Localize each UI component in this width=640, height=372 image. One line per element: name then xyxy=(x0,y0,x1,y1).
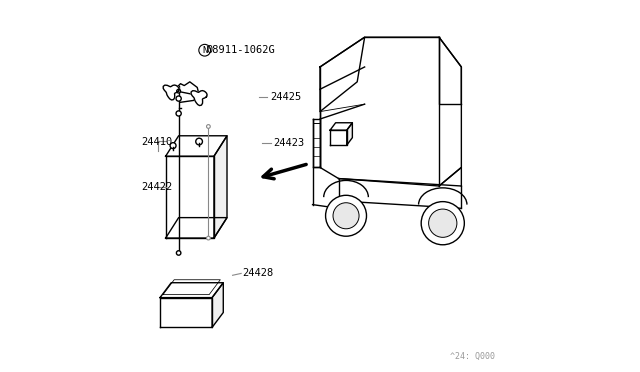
Polygon shape xyxy=(212,283,223,327)
Text: 24425: 24425 xyxy=(270,93,301,102)
Text: 24422: 24422 xyxy=(141,182,173,192)
Circle shape xyxy=(176,111,181,116)
Polygon shape xyxy=(166,156,214,238)
Circle shape xyxy=(207,236,211,240)
Polygon shape xyxy=(320,37,365,112)
Circle shape xyxy=(326,195,367,236)
Text: 24410: 24410 xyxy=(141,137,173,147)
Polygon shape xyxy=(191,91,207,106)
Circle shape xyxy=(421,202,465,245)
Circle shape xyxy=(176,96,181,101)
Circle shape xyxy=(196,138,202,145)
Polygon shape xyxy=(160,298,212,327)
Text: 24428: 24428 xyxy=(242,269,273,278)
Polygon shape xyxy=(160,283,223,298)
Text: N: N xyxy=(202,46,207,55)
Circle shape xyxy=(170,143,176,149)
Polygon shape xyxy=(330,130,347,145)
Text: 24423: 24423 xyxy=(273,138,305,148)
Polygon shape xyxy=(347,123,353,145)
Polygon shape xyxy=(312,119,320,167)
Circle shape xyxy=(429,209,457,237)
Polygon shape xyxy=(330,123,353,130)
Polygon shape xyxy=(166,218,227,238)
Polygon shape xyxy=(214,136,227,238)
Text: 08911-1062G: 08911-1062G xyxy=(207,45,275,55)
Circle shape xyxy=(177,89,180,93)
Polygon shape xyxy=(166,136,227,156)
Circle shape xyxy=(207,125,211,128)
Circle shape xyxy=(333,203,359,229)
Polygon shape xyxy=(163,85,179,100)
Circle shape xyxy=(177,251,181,255)
Text: ^24: Q000: ^24: Q000 xyxy=(450,352,495,361)
